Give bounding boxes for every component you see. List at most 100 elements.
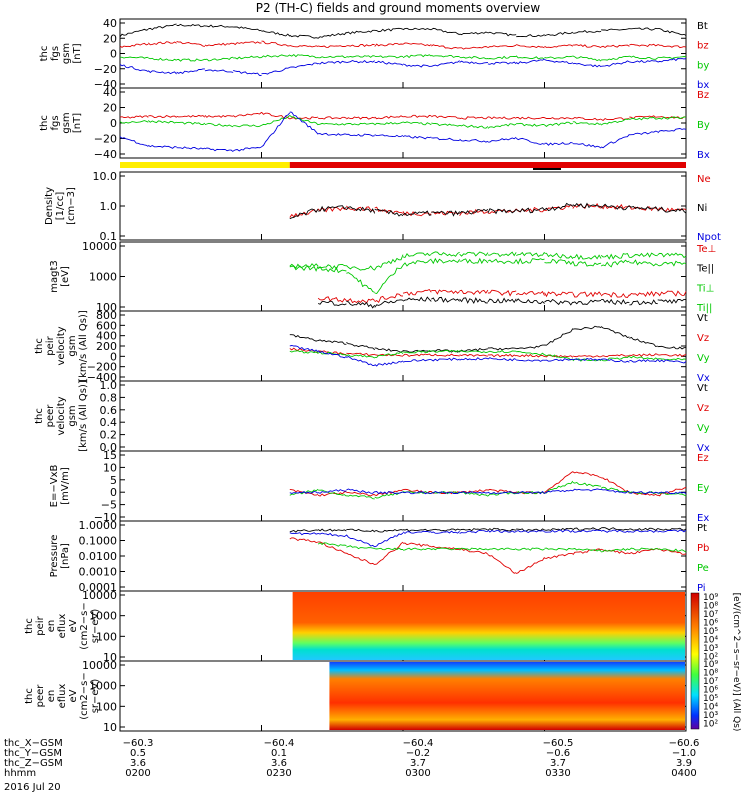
y-axis-label-line: gsm (61, 43, 72, 64)
y-tick-label: 10 (103, 651, 117, 664)
y-axis-label-line: [nT] (72, 43, 83, 63)
legend-entry: Ti⊥ (696, 283, 714, 294)
panel-frame (119, 520, 687, 592)
y-tick-label: 40 (103, 17, 117, 30)
series-Te⊥ (317, 288, 687, 304)
x-tick-label: 0230 (266, 768, 291, 779)
legend-entry: Bx (697, 150, 710, 161)
y-tick-label: 20 (103, 32, 117, 45)
y-axis-label-line: velocity (56, 326, 67, 365)
y-tick-label: 1.0000 (79, 519, 118, 532)
legend-entry: Ti|| (696, 303, 712, 314)
y-tick-label: 0.2 (100, 429, 118, 442)
series-Pb (289, 537, 687, 575)
x-tick-label: −60.3 (123, 738, 154, 749)
y-axis-label-line: velocity (56, 396, 67, 435)
panel-8: Pressure[nPa] 1.0000 0.1000 0.0100 0.0010 0.0… (49, 519, 709, 594)
y-tick-label: 1.0 (100, 379, 118, 392)
y-axis-label-line: [eV] (60, 266, 71, 287)
legend-entry: Ni (697, 203, 707, 214)
series-Ne (289, 202, 687, 218)
x-tick-label: 3.9 (676, 758, 692, 769)
colorbar-tick: 10² (703, 653, 718, 663)
panel-frame (119, 87, 687, 159)
legend-entry: by (697, 60, 709, 71)
y-axis-label-line: [cm−3] (66, 187, 77, 225)
y-axis-label-line: eV (68, 689, 79, 702)
colorbar-label: [eV/(cm^2−s−sr−eV)] (All Qs) (731, 593, 741, 732)
x-tick-label: 0400 (671, 768, 696, 779)
panel-1: thcfgsgsm[nT] 40 20 0 −20 −40 Bt bz by bx (39, 17, 709, 91)
y-axis-label-line: Density (44, 187, 55, 225)
series-Ex (289, 488, 687, 495)
y-axis-label-line: peer (45, 404, 56, 428)
series-Pi (289, 529, 687, 548)
legend-entry: Vt (697, 383, 708, 394)
panel-9: thcpeirenefluxeV(cm2−s−sr−eV)10000100010… (24, 589, 687, 664)
y-tick-label: 0 (110, 117, 117, 130)
legend-entry: Vy (697, 353, 710, 364)
y-tick-label: 0.6 (100, 404, 118, 417)
x-tick-label: −60.6 (669, 738, 700, 749)
legend-entry: Vt (697, 313, 708, 324)
x-row-label: thc_X−GSM (4, 738, 63, 749)
y-tick-label: −40 (94, 78, 117, 91)
y-axis-label-line: gsm (67, 335, 78, 356)
y-tick-label: 15 (103, 449, 117, 462)
y-tick-label: 5 (110, 474, 117, 487)
series-Bz (119, 111, 687, 121)
y-tick-label: 0.0100 (79, 550, 118, 563)
x-row-label: hhmm (4, 768, 36, 779)
y-tick-label: 0.8 (100, 391, 118, 404)
y-axis-label-line: thc (24, 688, 35, 704)
y-tick-label: 100 (96, 301, 117, 314)
x-tick-label: 3.6 (130, 758, 146, 769)
legend-entry: bx (697, 80, 709, 91)
y-axis-label-line: [1/cc] (55, 192, 66, 221)
series-Bt (119, 23, 687, 39)
y-tick-label: 10000 (82, 240, 117, 253)
series-bz (119, 40, 687, 50)
series-Vt (289, 325, 687, 353)
y-axis-label-line: thc (34, 338, 45, 354)
y-tick-label: 0.0010 (79, 566, 118, 579)
x-tick-label: −60.4 (264, 738, 295, 749)
legend-entry: Vx (697, 443, 710, 454)
y-tick-label: 0 (110, 350, 117, 363)
y-axis-label-line: (cm2−s− (79, 672, 90, 719)
colorbar-tick: 10⁶ (703, 619, 718, 629)
y-tick-label: −20 (94, 133, 117, 146)
colorbar: 10⁹10⁸10⁷10⁶10⁵10⁴10³10²10⁹10⁸10⁷10⁶10⁵1… (690, 593, 741, 732)
series-Ti|| (289, 257, 687, 295)
y-axis-label-line: peer (35, 684, 46, 708)
series-Te|| (317, 296, 686, 309)
y-tick-label: 200 (96, 340, 117, 353)
legend-entry: Ey (697, 483, 709, 494)
y-axis-label: thcpeervelocitygsm[km/s (All Qs)] (34, 380, 89, 452)
y-axis-label: E=−VxB[mV/m] (49, 465, 71, 508)
x-tick-label: 0.1 (271, 748, 287, 759)
y-axis-label-line: [nT] (72, 113, 83, 133)
x-row-label: thc_Z−GSM (4, 758, 63, 769)
y-axis-label: Density[1/cc][cm−3] (44, 187, 77, 225)
panel-frame (119, 310, 687, 382)
legend-entry: Te⊥ (696, 244, 716, 255)
panels: thcfgsgsm[nT]40200−20−40Btbzbybxthcfgsgs… (24, 17, 721, 734)
panel-6: thcpeervelocitygsm[km/s (All Qs)] 1.00.80… (34, 379, 710, 454)
colorbar-tick: 10⁶ (703, 686, 718, 696)
y-tick-label: 40 (103, 86, 117, 99)
y-tick-label: 0.0001 (79, 581, 118, 594)
status-bar (120, 162, 686, 170)
y-tick-label: 10000 (82, 589, 117, 602)
y-axis-label-line: eflux (57, 684, 68, 709)
legend-entry: Vz (697, 333, 709, 344)
series-Ti⊥ (289, 251, 687, 271)
y-axis-label-line: thc (39, 115, 50, 131)
y-axis-label: thcfgsgsm[nT] (39, 112, 83, 133)
legend-entry: Vx (697, 373, 710, 384)
y-tick-label: 400 (96, 330, 117, 343)
x-tick-label: −1.0 (672, 748, 696, 759)
y-tick-label: 0.1 (100, 230, 118, 243)
y-tick-label: 0.4 (100, 416, 118, 429)
